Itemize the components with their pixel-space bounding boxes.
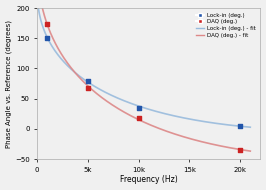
Legend: Lock-in (deg.), DAQ (deg.), Lock-in (deg.) - fit, DAQ (deg.) - fit: Lock-in (deg.), DAQ (deg.), Lock-in (deg… bbox=[194, 11, 258, 39]
Point bbox=[238, 148, 242, 151]
Point bbox=[238, 124, 242, 127]
Y-axis label: Phase Angle vs. Reference (degrees): Phase Angle vs. Reference (degrees) bbox=[6, 20, 12, 148]
Point bbox=[86, 86, 90, 89]
Point bbox=[45, 23, 49, 26]
Point bbox=[136, 116, 141, 120]
X-axis label: Frequency (Hz): Frequency (Hz) bbox=[120, 175, 178, 184]
Point bbox=[136, 106, 141, 109]
Point bbox=[45, 37, 49, 40]
Point bbox=[86, 79, 90, 82]
